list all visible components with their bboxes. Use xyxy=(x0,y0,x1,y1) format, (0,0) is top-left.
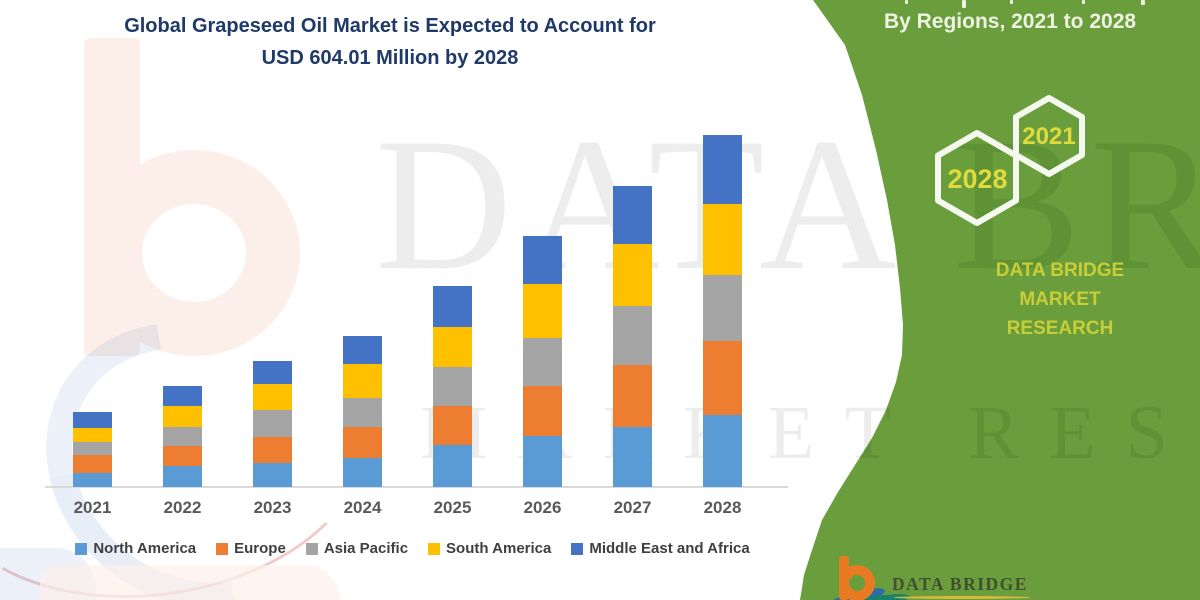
bar-segment-2021-north-america xyxy=(73,473,112,487)
chart-title-line2: USD 604.01 Million by 2028 xyxy=(261,47,519,69)
bar-segment-2021-asia-pacific xyxy=(73,441,112,456)
bar-segment-2025-south-america xyxy=(433,327,472,367)
hexagon-2021-outline xyxy=(1013,95,1085,177)
bar-segment-2028-europe xyxy=(703,340,742,415)
bar-segment-2027-north-america xyxy=(613,427,652,488)
x-axis-label-2026: 2026 xyxy=(523,498,562,517)
bar-segment-2022-europe xyxy=(163,446,202,467)
legend-swatch xyxy=(75,542,88,555)
stacked-bar-2028 xyxy=(703,135,742,487)
chart-title-line1: Global Grapeseed Oil Market is Expected … xyxy=(124,15,656,37)
bar-segment-2025-europe xyxy=(433,405,472,445)
bar-segment-2023-europe xyxy=(253,436,292,463)
bar-segment-2028-north-america xyxy=(703,414,742,487)
legend-swatch xyxy=(571,542,584,555)
legend-swatch xyxy=(216,542,229,555)
bar-segment-2025-north-america xyxy=(433,444,472,487)
bar-segment-2027-europe xyxy=(613,365,652,428)
bar-segment-2023-asia-pacific xyxy=(253,410,292,437)
bar-segment-2021-middle-east-and-africa xyxy=(73,412,112,428)
bar-segment-2026-middle-east-and-africa xyxy=(523,236,562,285)
legend-swatch xyxy=(428,542,441,555)
bar-segment-2026-europe xyxy=(523,386,562,436)
legend-label: South America xyxy=(446,540,552,557)
chart-legend: North America Europe Asia Pacific South Ame… xyxy=(40,540,785,557)
legend-item-europe: Europe xyxy=(216,540,286,557)
legend-item-middle-east-and-africa: Middle East and Africa xyxy=(571,540,750,557)
legend-label: Middle East and Africa xyxy=(589,540,750,557)
banner-brand-line2: RESEARCH xyxy=(1006,318,1114,339)
bar-segment-2024-north-america xyxy=(343,458,382,487)
legend-label: North America xyxy=(93,540,197,557)
bar-segment-2027-south-america xyxy=(613,244,652,306)
stacked-bar-2023 xyxy=(253,361,292,487)
bar-segment-2024-asia-pacific xyxy=(343,398,382,428)
bar-segment-2022-middle-east-and-africa xyxy=(163,386,202,406)
legend-swatch xyxy=(305,542,318,555)
x-axis-label-2025: 2025 xyxy=(433,498,472,517)
stacked-bar-2026 xyxy=(523,236,562,487)
bar-segment-2025-asia-pacific xyxy=(433,366,472,406)
bar-segment-2021-south-america xyxy=(73,427,112,442)
chart-title: Global Grapeseed Oil Market is Expected … xyxy=(30,10,750,74)
legend-label: Europe xyxy=(234,540,286,557)
footer-logo-b-bowl xyxy=(839,565,875,600)
bar-segment-2026-north-america xyxy=(523,435,562,487)
hexagon-year-2028: 2028 xyxy=(947,164,1008,194)
bar-segment-2027-middle-east-and-africa xyxy=(613,186,652,245)
stacked-bar-2022 xyxy=(163,386,202,487)
x-axis-label-2022: 2022 xyxy=(163,498,202,517)
bar-segment-2027-asia-pacific xyxy=(613,305,652,366)
bar-segment-2022-south-america xyxy=(163,405,202,427)
x-axis-line xyxy=(45,486,788,488)
bar-segment-2022-asia-pacific xyxy=(163,426,202,447)
x-axis-label-2027: 2027 xyxy=(613,498,652,517)
x-axis-label-2021: 2021 xyxy=(73,498,112,517)
x-axis-label-2024: 2024 xyxy=(343,498,382,517)
stacked-bar-2025 xyxy=(433,286,472,487)
x-axis-label-2023: 2023 xyxy=(253,498,292,517)
footer-logo-underline xyxy=(893,596,1031,599)
stacked-bar-2024 xyxy=(343,336,382,487)
stacked-bar-2021 xyxy=(73,412,112,487)
banner-brand-line1: DATA BRIDGE MARKET xyxy=(995,260,1125,310)
bar-segment-2023-south-america xyxy=(253,383,292,411)
legend-item-asia-pacific: Asia Pacific xyxy=(305,540,409,557)
bar-segment-2024-south-america xyxy=(343,364,382,399)
bar-segment-2026-south-america xyxy=(523,284,562,339)
bar-segment-2024-europe xyxy=(343,427,382,459)
banner-brand-name: DATA BRIDGE MARKET RESEARCH xyxy=(955,256,1165,343)
bar-segment-2026-asia-pacific xyxy=(523,338,562,387)
banner-heading: By Regions, 2021 to 2028 xyxy=(883,10,1137,33)
bar-segment-2024-middle-east-and-africa xyxy=(343,336,382,365)
bar-segment-2022-north-america xyxy=(163,466,202,487)
bar-segment-2023-north-america xyxy=(253,462,292,487)
legend-label: Asia Pacific xyxy=(323,540,409,557)
watermark-corner-peach-wash xyxy=(40,565,340,600)
bar-segment-2023-middle-east-and-africa xyxy=(253,361,292,384)
legend-item-south-america: South America xyxy=(428,540,551,557)
footer-logo-text: DATA BRIDGE xyxy=(892,574,1028,594)
bar-segment-2025-middle-east-and-africa xyxy=(433,286,472,328)
x-axis-label-2028: 2028 xyxy=(703,498,742,517)
bar-segment-2028-south-america xyxy=(703,204,742,275)
stacked-bar-2027 xyxy=(613,186,652,488)
legend-item-north-america: North America xyxy=(75,540,196,557)
bar-segment-2028-asia-pacific xyxy=(703,274,742,341)
bar-segment-2021-europe xyxy=(73,455,112,474)
bar-segment-2028-middle-east-and-africa xyxy=(703,135,742,205)
hexagon-year-2021: 2021 xyxy=(1022,123,1076,150)
